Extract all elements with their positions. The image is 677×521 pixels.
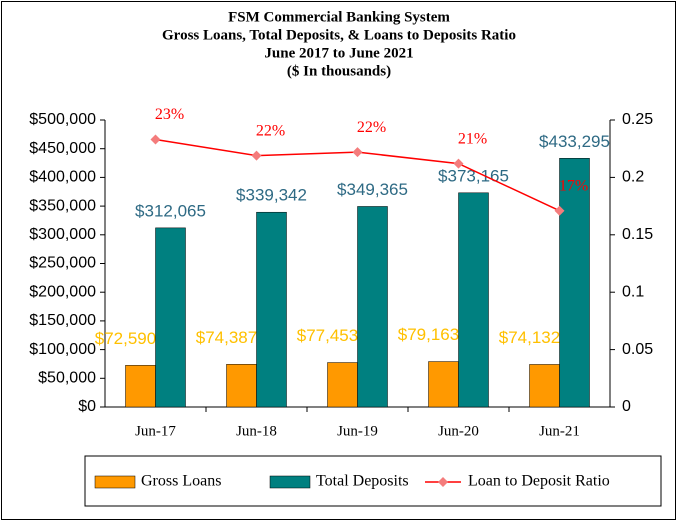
ratio-marker	[251, 150, 262, 161]
data-label: $373,165	[438, 166, 509, 185]
legend-label: Gross Loans	[141, 473, 221, 490]
ratio-marker	[453, 158, 464, 169]
y-tick-label: $200,000	[29, 283, 96, 300]
bar	[428, 361, 459, 408]
legend-label: Total Deposits	[316, 473, 409, 490]
bar	[226, 364, 257, 408]
y-tick-label: $250,000	[29, 255, 96, 272]
bar	[559, 158, 590, 408]
data-label: $74,132	[499, 328, 560, 347]
y-tick-label: $400,000	[29, 169, 96, 186]
data-label: 23%	[155, 106, 184, 123]
data-label: $339,342	[236, 186, 307, 205]
data-label: 17%	[559, 177, 588, 194]
legend-marker	[438, 477, 448, 487]
legend-swatch	[269, 475, 311, 489]
x-tick-label: Jun-19	[337, 423, 378, 439]
y-tick-label: $150,000	[29, 312, 96, 329]
ratio-marker	[352, 147, 363, 158]
bar	[529, 364, 560, 408]
data-label: $312,065	[135, 201, 206, 220]
data-label: 21%	[458, 130, 487, 147]
y2-tick-label: 0.05	[622, 341, 653, 358]
x-tick-label: Jun-21	[539, 423, 580, 439]
data-label: 22%	[357, 119, 386, 136]
y-tick-label: $100,000	[29, 341, 96, 358]
bar	[357, 206, 388, 408]
x-tick-label: Jun-17	[135, 423, 176, 439]
y2-tick-label: 0.25	[622, 111, 653, 128]
y-tick-label: $50,000	[38, 370, 96, 387]
data-label: $349,365	[337, 180, 408, 199]
y2-tick-label: 0.1	[622, 283, 644, 300]
y-tick-label: $500,000	[29, 111, 96, 128]
chart-title: ($ In thousands)	[287, 63, 391, 79]
data-label: 22%	[256, 122, 285, 139]
ratio-marker	[150, 134, 161, 145]
data-label: $74,387	[196, 328, 257, 347]
data-label: $77,453	[297, 326, 358, 345]
chart-title: June 2017 to June 2021	[264, 45, 413, 61]
y-tick-label: $450,000	[29, 140, 96, 157]
y2-tick-label: 0.15	[622, 226, 653, 243]
bar	[327, 362, 358, 408]
y2-tick-label: 0.2	[622, 169, 644, 186]
legend-swatch	[94, 475, 136, 489]
data-label: $433,295	[539, 132, 610, 151]
x-tick-label: Jun-18	[236, 423, 277, 439]
data-label: $72,590	[95, 329, 156, 348]
bar	[458, 192, 489, 408]
y-tick-label: $350,000	[29, 197, 96, 214]
y2-tick-label: 0	[622, 398, 631, 415]
y-tick-label: $300,000	[29, 226, 96, 243]
chart-title: Gross Loans, Total Deposits, & Loans to …	[162, 27, 516, 43]
bar	[256, 211, 287, 408]
legend-label: Loan to Deposit Ratio	[468, 473, 610, 490]
y-tick-label: $0	[78, 398, 96, 415]
x-tick-label: Jun-20	[438, 423, 479, 439]
data-label: $79,163	[398, 325, 459, 344]
bar	[155, 227, 186, 408]
legend-box	[84, 455, 662, 507]
chart-title: FSM Commercial Banking System	[228, 9, 450, 25]
ratio-marker	[554, 205, 565, 216]
bar	[125, 365, 156, 408]
